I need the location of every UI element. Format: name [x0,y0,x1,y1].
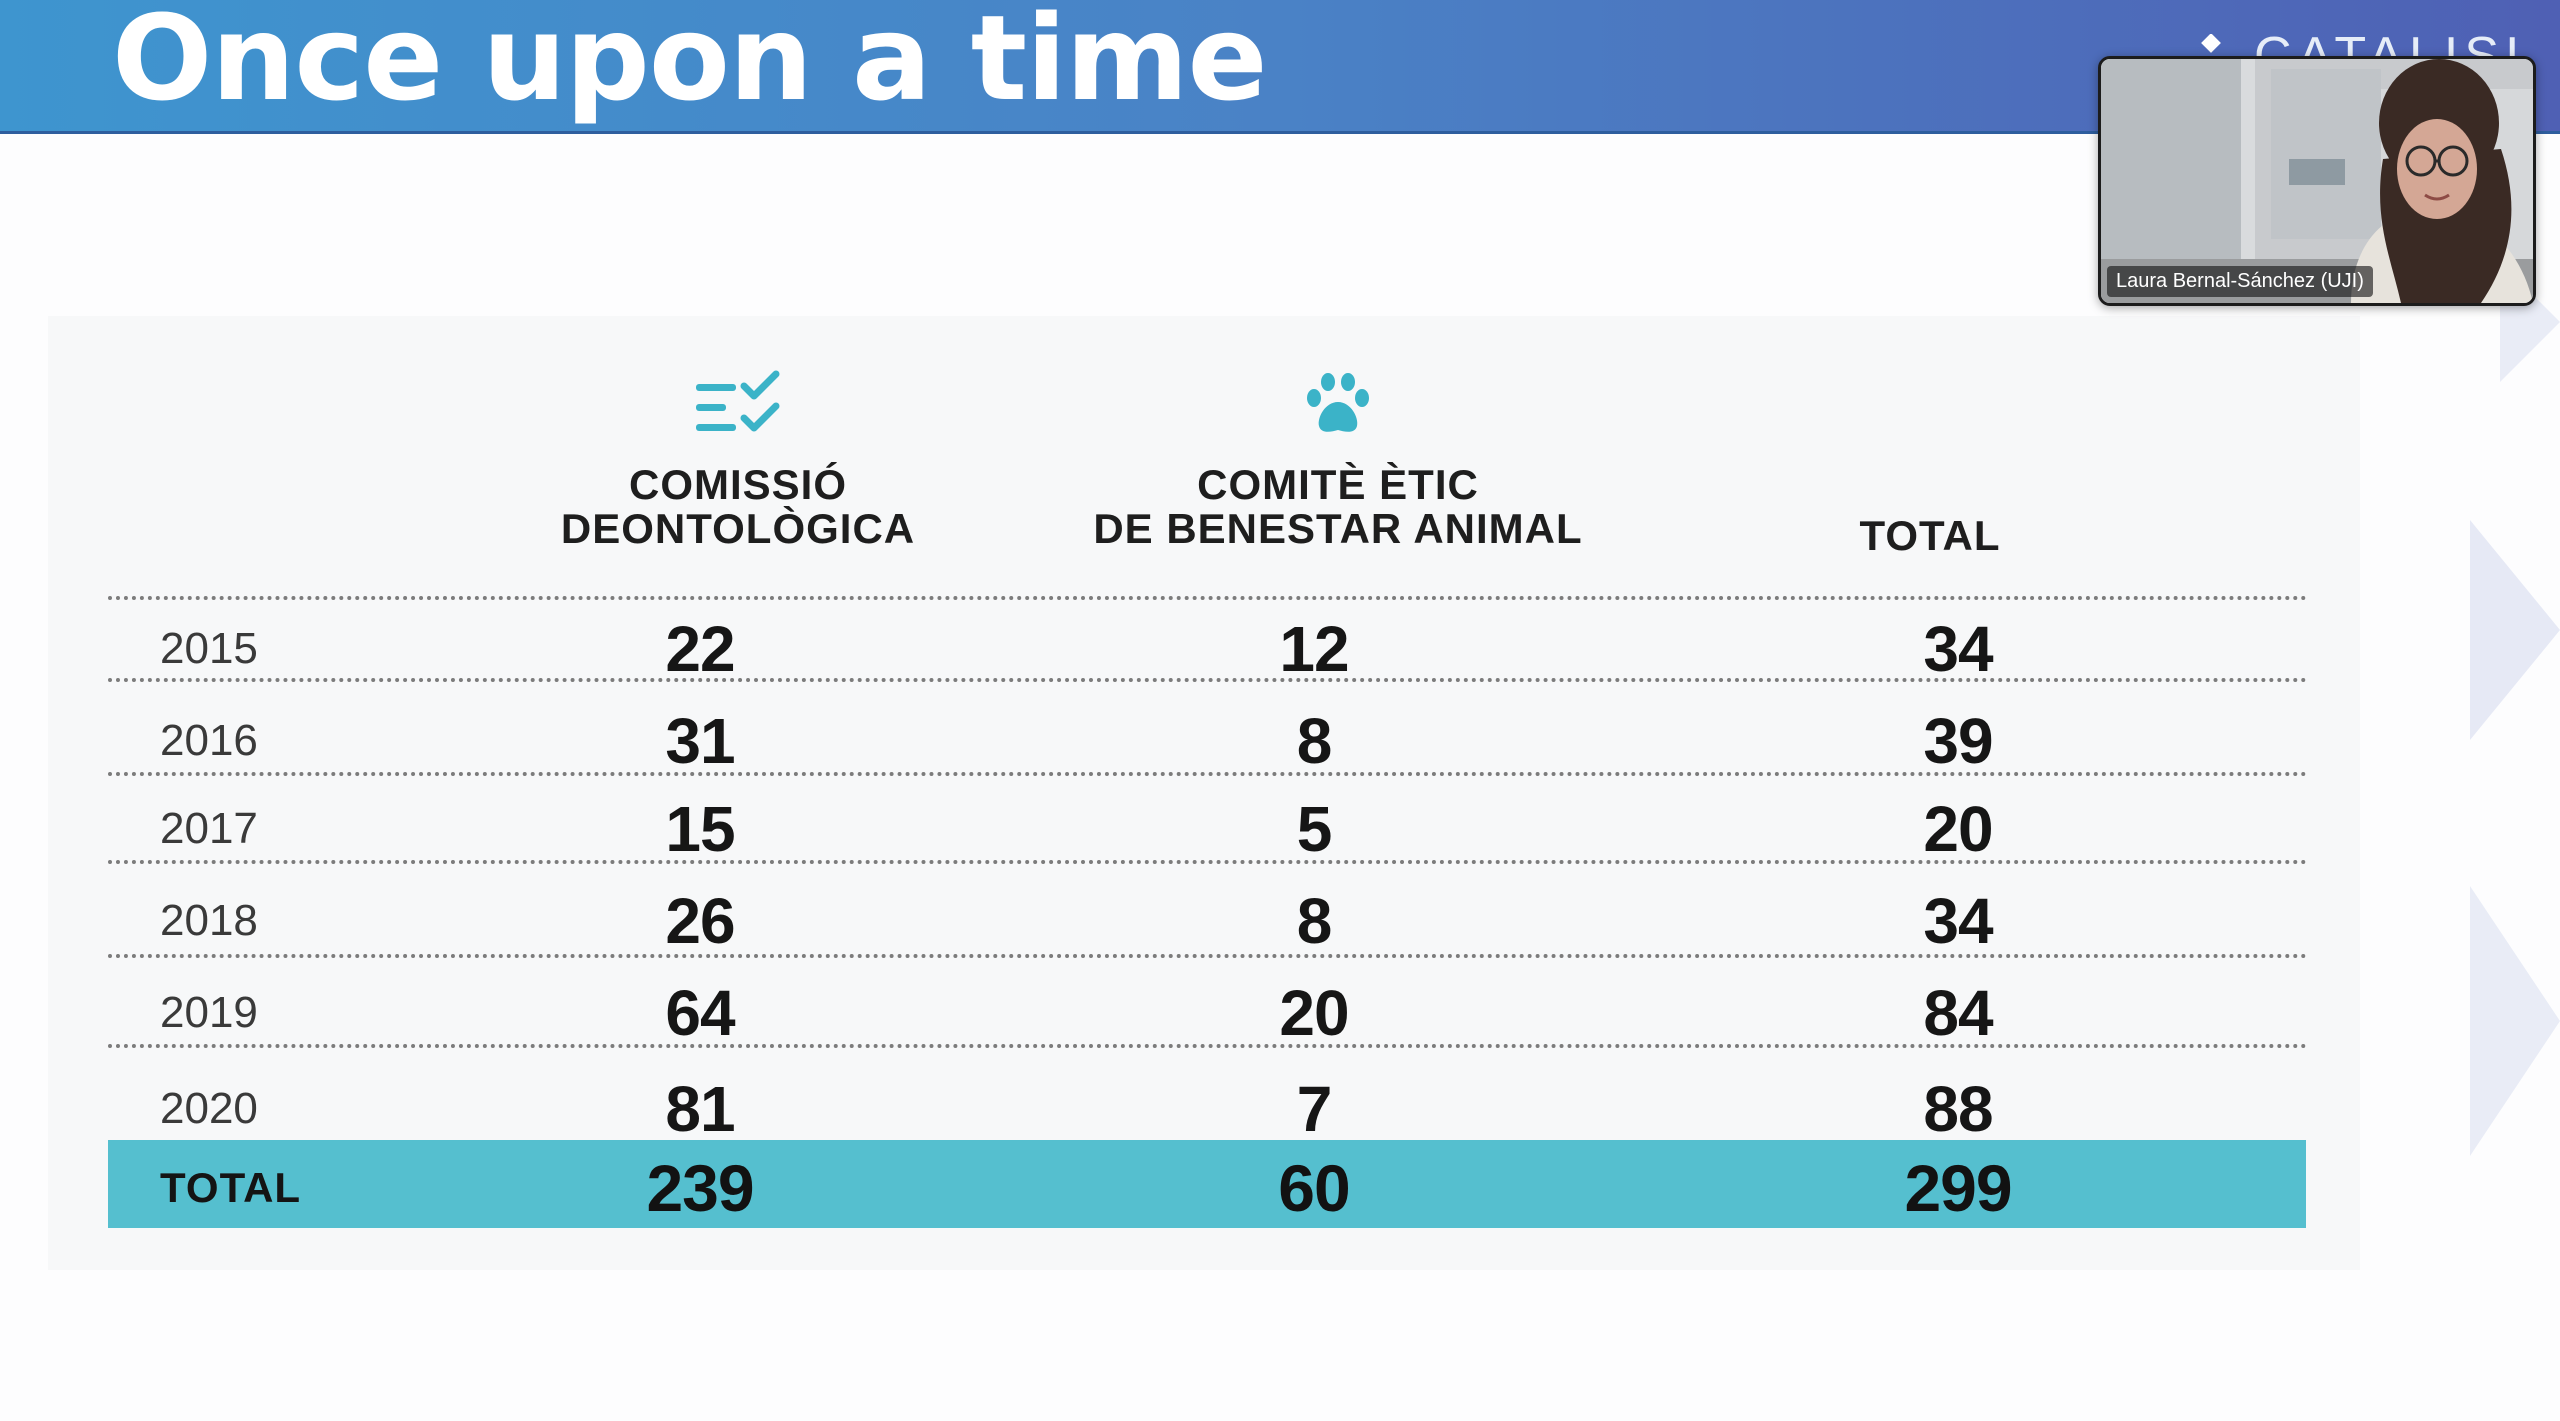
row-year: 2015 [160,624,258,673]
participant-name-label: Laura Bernal-Sánchez (UJI) [2107,266,2373,297]
column-header-comite-label: COMITÈ ÈTIC DE BENESTAR ANIMAL [1093,461,1583,552]
row-divider [108,596,2308,600]
cell-comissio: 22 [665,613,735,685]
cell-comissio: 64 [665,977,735,1049]
table-row: 2017 15 5 20 [48,782,2360,872]
cell-comite: 20 [1279,977,1349,1049]
total-row-label: TOTAL [160,1164,302,1211]
participant-video-tile[interactable]: Laura Bernal-Sánchez (UJI) [2098,56,2536,306]
cell-comissio: 81 [665,1073,735,1145]
row-year: 2019 [160,988,258,1037]
row-divider [108,772,2308,776]
row-divider [108,678,2308,682]
column-header-total: TOTAL [1830,514,2030,558]
row-year: 2020 [160,1084,258,1133]
row-divider [108,860,2308,864]
cell-total: 39 [1923,705,1993,777]
column-header-comite: COMITÈ ÈTIC DE BENESTAR ANIMAL [1028,368,1648,551]
column-header-comissio-label: COMISSIÓ DEONTOLÒGICA [560,461,916,552]
participant-video-feed [2101,59,2533,303]
chevron-decoration-icon [2470,886,2560,1156]
total-row: TOTAL 239 60 299 [108,1140,2306,1228]
row-year: 2018 [160,896,258,945]
paw-icon [1028,368,1648,443]
row-year: 2017 [160,804,258,853]
cell-total: 20 [1923,793,1993,865]
cell-comite: 5 [1296,793,1333,865]
cell-total: 88 [1923,1073,1993,1145]
cell-comite: 8 [1296,705,1333,777]
cell-comite: 7 [1296,1073,1333,1145]
row-year: 2016 [160,716,258,765]
row-divider [108,954,2308,958]
chevron-decoration-icon [2470,520,2560,740]
total-total: 299 [1904,1151,2012,1225]
data-table-card: COMISSIÓ DEONTOLÒGICA COMITÈ ÈTIC DE BEN… [48,316,2360,1270]
cell-comite: 8 [1296,885,1333,957]
table-row: 2020 81 7 88 [48,1062,2360,1152]
column-header-comissio: COMISSIÓ DEONTOLÒGICA [488,370,988,551]
cell-total: 34 [1923,885,1993,957]
total-comissio: 239 [646,1151,754,1225]
cell-total: 84 [1923,977,1993,1049]
checklist-icon [488,370,988,445]
total-comite: 60 [1278,1151,1350,1225]
cell-total: 34 [1923,613,1993,685]
table-row: 2018 26 8 34 [48,874,2360,964]
cell-comissio: 15 [665,793,735,865]
table-row: 2019 64 20 84 [48,966,2360,1056]
cell-comissio: 31 [665,705,735,777]
cell-comite: 12 [1279,613,1349,685]
table-row: 2016 31 8 39 [48,694,2360,784]
table-row: 2015 22 12 34 [48,602,2360,692]
column-header-total-label: TOTAL [1859,512,2001,559]
cell-comissio: 26 [665,885,735,957]
slide-title: Once upon a time [112,0,1268,127]
row-divider [108,1044,2308,1048]
